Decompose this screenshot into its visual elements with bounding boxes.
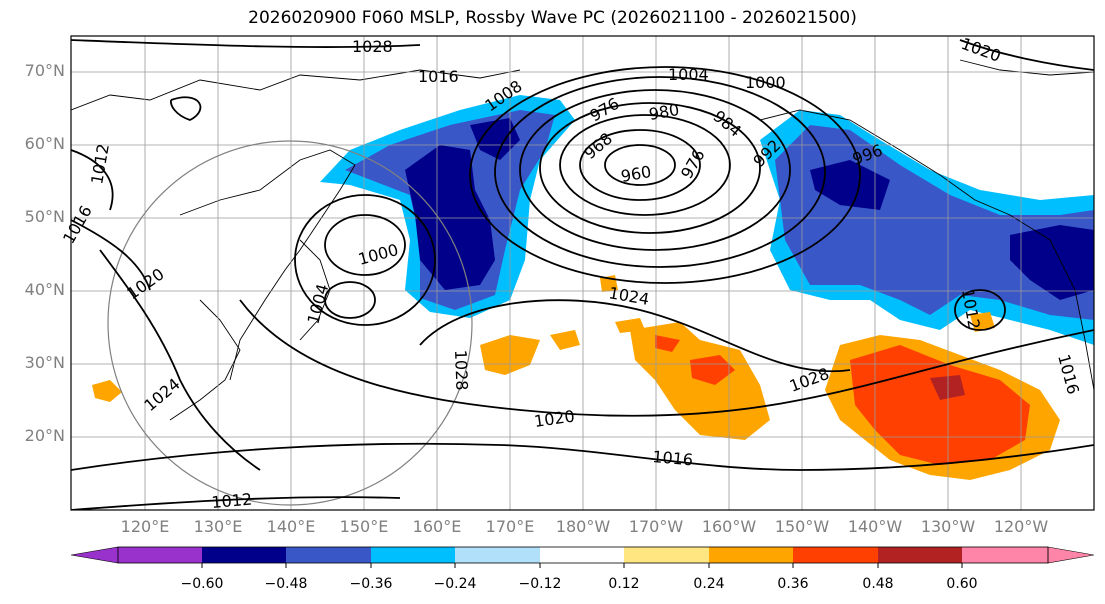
colorbar-segment-7 xyxy=(624,547,709,563)
map-frame xyxy=(70,35,1095,511)
lat-label-70n: 70°N xyxy=(24,61,65,80)
lon-label-140w: 140°W xyxy=(847,517,903,536)
lon-label-180w: 180°W xyxy=(555,517,611,536)
lon-label-130e: 130°E xyxy=(193,517,243,536)
coastlines xyxy=(71,59,1094,421)
colorbar-segment-3 xyxy=(286,547,371,563)
lat-label-20n: 20°N xyxy=(24,426,65,445)
contour-label-1016: 1016 xyxy=(652,447,694,469)
lon-label-120e: 120°E xyxy=(120,517,170,536)
colorbar-segment-4 xyxy=(371,547,455,563)
lat-label-60n: 60°N xyxy=(24,134,65,153)
lat-label-40n: 40°N xyxy=(24,280,65,299)
colorbar-segment-12 xyxy=(1047,546,1095,564)
colorbar xyxy=(70,546,1095,568)
contour-label-1016-north: 1016 xyxy=(418,67,459,86)
colorbar-segment-0 xyxy=(70,546,119,564)
lon-label-160e: 160°E xyxy=(412,517,462,536)
gridlines xyxy=(71,36,1094,510)
contour-label-1012: 1012 xyxy=(211,490,253,512)
lon-label-130w: 130°W xyxy=(920,517,976,536)
mslp-contours xyxy=(71,39,1094,510)
colorbar-tick-neg036: −0.36 xyxy=(349,576,393,592)
colorbar-tick-060: 0.60 xyxy=(946,576,978,592)
colorbar-tick-012: 0.12 xyxy=(608,576,640,592)
colorbar-tick-neg012: −0.12 xyxy=(518,576,562,592)
colorbar-tick-neg060: −0.60 xyxy=(180,576,224,592)
colorbar-tick-neg048: −0.48 xyxy=(264,576,308,592)
lon-label-160w: 160°W xyxy=(701,517,757,536)
colorbar-segment-11 xyxy=(962,547,1048,563)
contour-label-1028-center: 1028 xyxy=(451,349,471,390)
lon-label-150e: 150°E xyxy=(339,517,389,536)
contour-label-1028-north: 1028 xyxy=(352,37,393,56)
contour-label-1000-north: 1000 xyxy=(745,73,786,92)
lat-label-30n: 30°N xyxy=(24,353,65,372)
lat-label-50n: 50°N xyxy=(24,207,65,226)
colorbar-tick-036: 0.36 xyxy=(777,576,809,592)
contour-label-1004-north: 1004 xyxy=(668,65,709,84)
colorbar-tick-neg024: −0.24 xyxy=(433,576,477,592)
lon-label-120w: 120°W xyxy=(993,517,1049,536)
colorbar-segment-6 xyxy=(540,547,624,563)
lon-label-150w: 150°W xyxy=(774,517,830,536)
colorbar-tick-048: 0.48 xyxy=(862,576,894,592)
colorbar-segment-2 xyxy=(202,547,286,563)
anomaly-shading xyxy=(92,95,1094,480)
colorbar-tick-024: 0.24 xyxy=(693,576,725,592)
lon-label-140e: 140°E xyxy=(266,517,316,536)
lon-label-170e: 170°E xyxy=(485,517,535,536)
colorbar-segment-8 xyxy=(709,547,793,563)
colorbar-segment-1 xyxy=(118,547,202,563)
colorbar-segment-9 xyxy=(793,547,878,563)
reference-circle xyxy=(107,140,473,506)
colorbar-segment-10 xyxy=(878,547,962,563)
map-title: 2026020900 F060 MSLP, Rossby Wave PC (20… xyxy=(248,8,857,28)
lon-label-170w: 170°W xyxy=(628,517,684,536)
colorbar-segment-5 xyxy=(455,547,540,563)
